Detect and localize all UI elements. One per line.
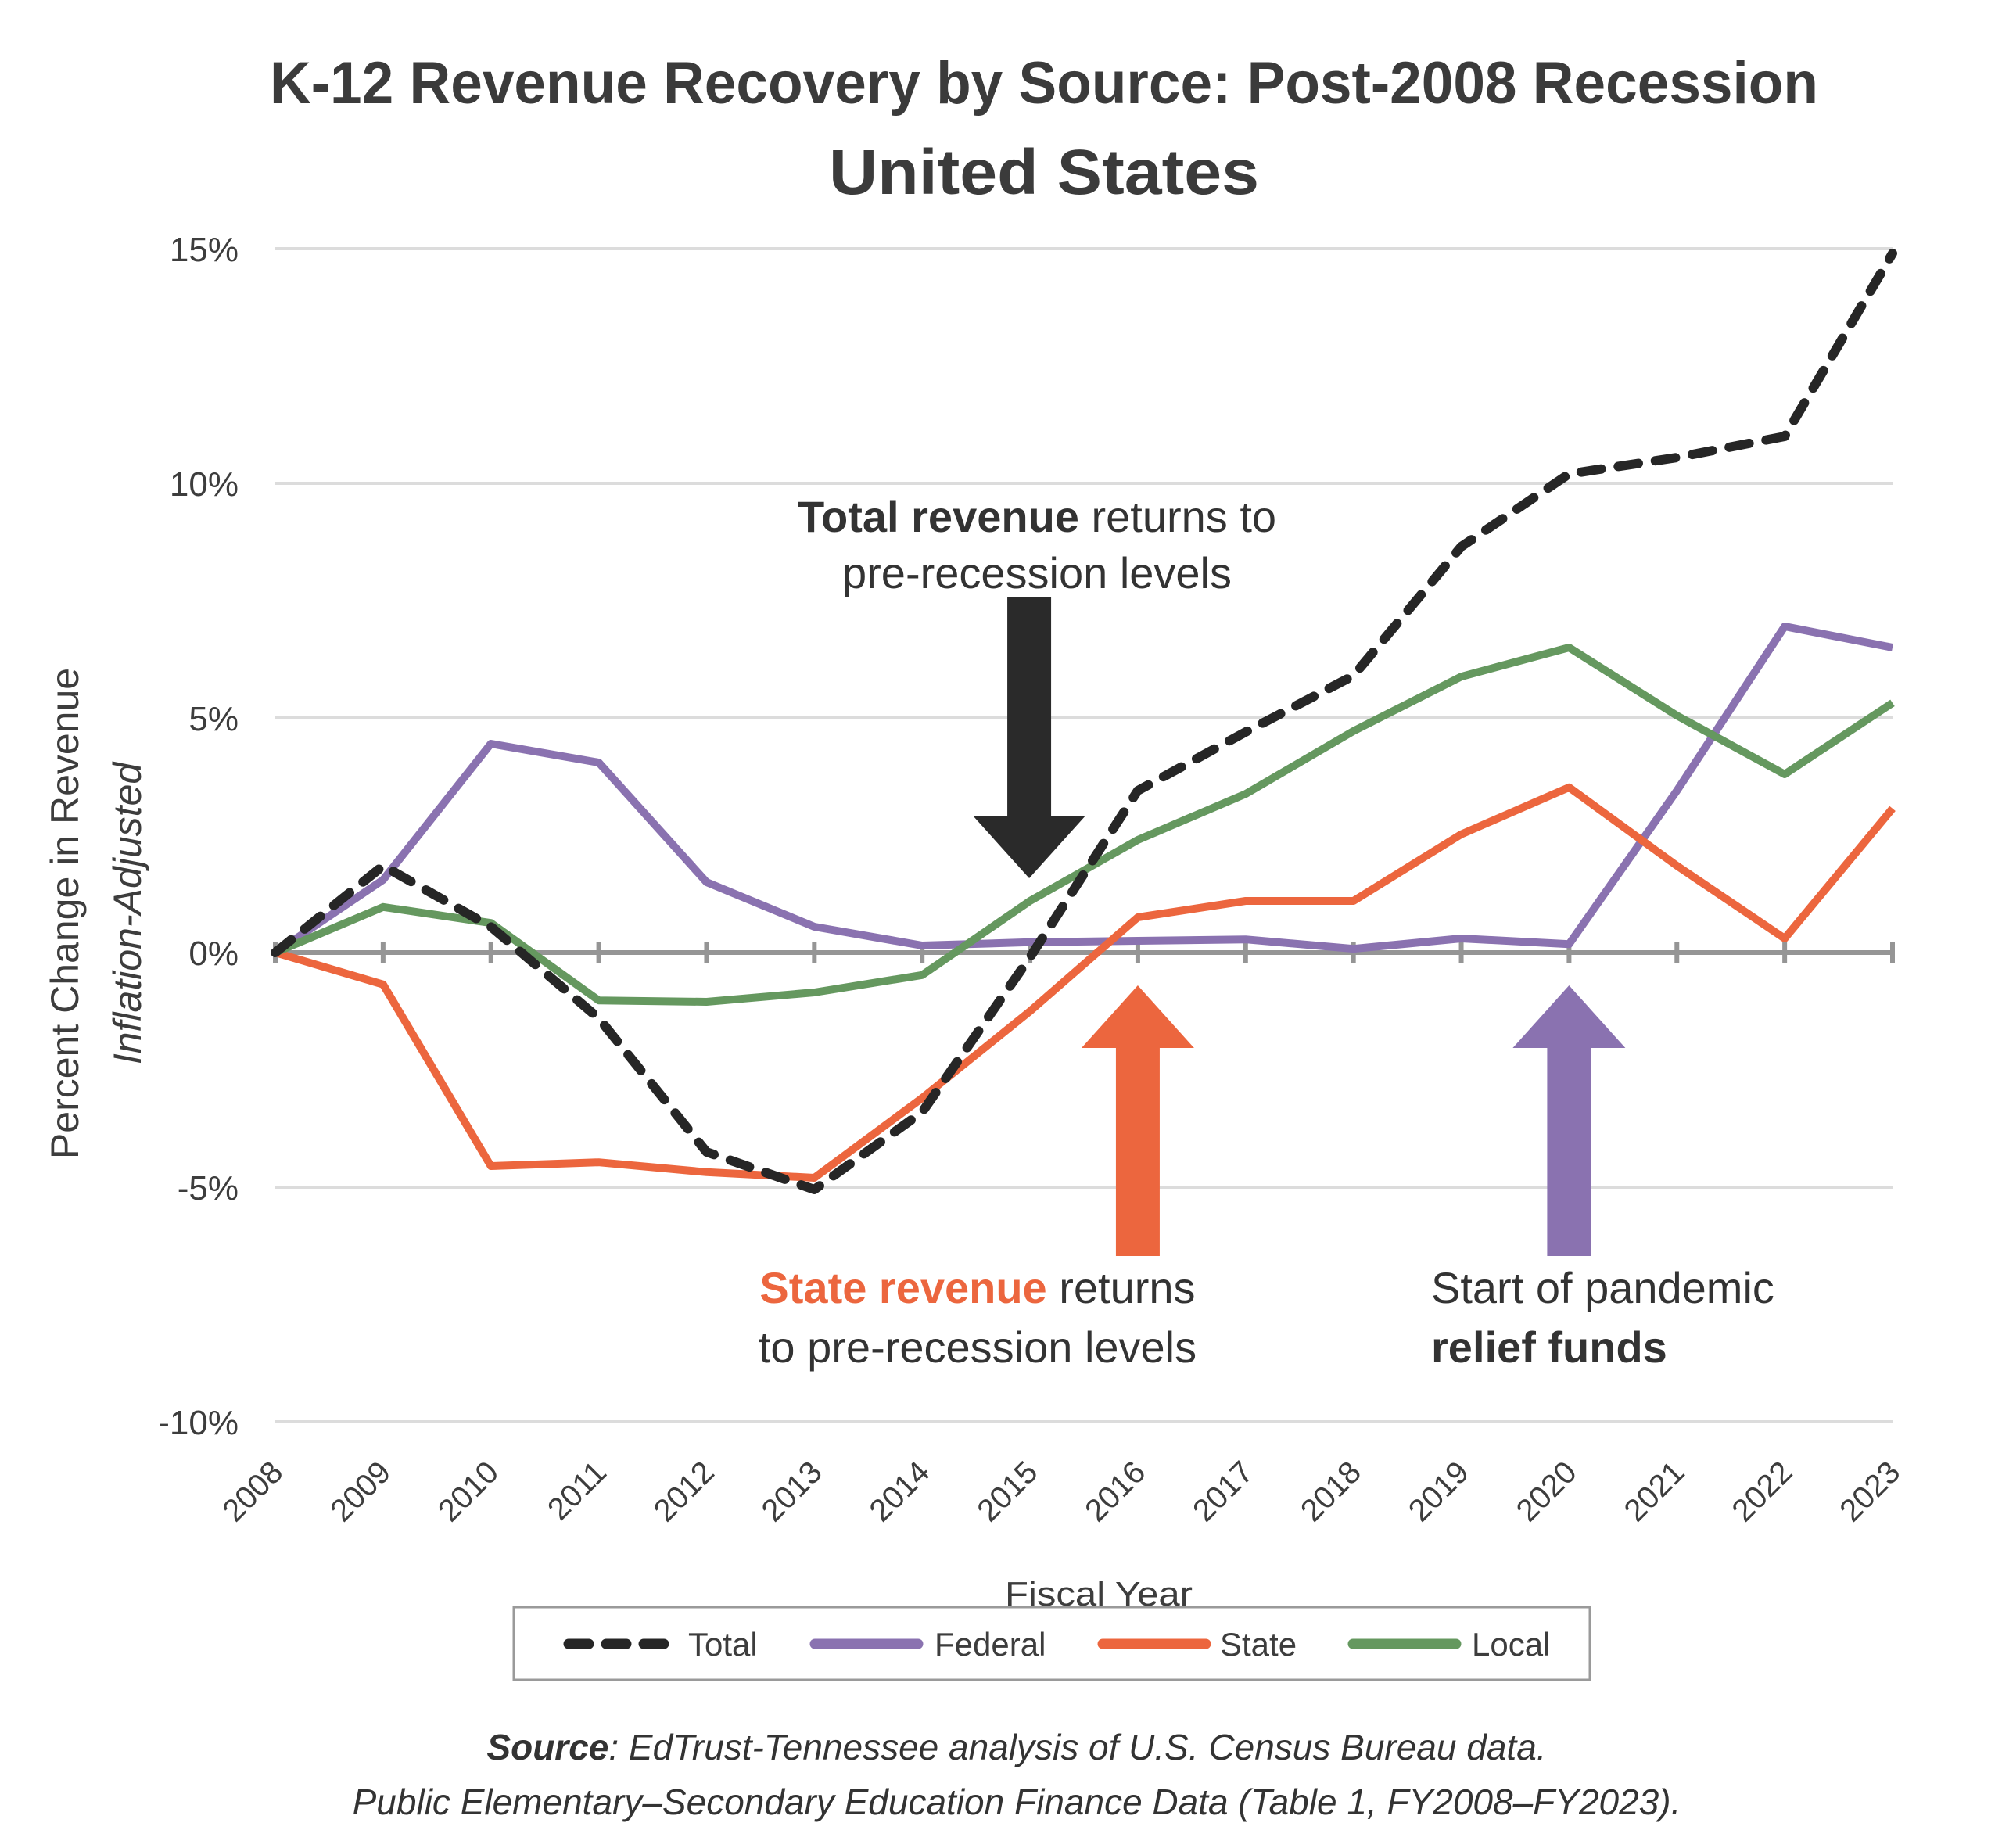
legend-label: Federal [935,1626,1046,1663]
x-tick-label: 2011 [541,1455,613,1527]
annotation-arrow-state [1081,985,1194,1256]
y-tick-label: -10% [158,1404,239,1442]
source-text: : EdTrust-Tennessee analysis of U.S. Cen… [608,1727,1546,1767]
annotation-federal-line1: Start of pandemic [1431,1263,1774,1312]
x-tick-label: 2016 [1078,1455,1152,1528]
annotation-arrow-total [973,597,1086,878]
x-tick-label: 2015 [971,1455,1044,1528]
annotation-state-line2: to pre-recession levels [759,1322,1197,1372]
y-axis-ticks: -10% -5% 0% 5% 10% 15% [158,231,239,1442]
annotation-total-rest: returns to [1079,492,1276,541]
y-tick-label: 0% [188,935,239,973]
x-tick-label: 2018 [1294,1455,1368,1528]
annotation-total-line1: Total revenue returns to [798,492,1276,541]
x-tick-label: 2013 [755,1455,829,1528]
x-axis-ticks: 2008 2009 2010 2011 2012 2013 2014 2015 2016 2017… [216,1455,1907,1528]
x-tick-label: 2022 [1725,1455,1799,1528]
legend: Total Federal State Local [512,1606,1591,1681]
legend-item-state: State [1097,1626,1297,1663]
y-tick-label: 15% [170,231,239,269]
annotation-arrows [973,597,1626,1256]
y-tick-label: -5% [178,1169,239,1207]
y-axis-subtitle: Inflation-Adjusted [106,761,149,1065]
legend-label: State [1220,1626,1297,1663]
gridlines [275,247,1893,1423]
series-line-total [271,249,1897,1194]
series-line-federal [273,623,1893,956]
annotation-total-bold: Total revenue [798,492,1079,541]
annotation-state-line1: State revenue returns [759,1263,1195,1312]
annotation-total-line2: pre-recession levels [842,548,1232,597]
y-axis-title: Percent Change in Revenue [43,668,87,1159]
x-tick-label: 2012 [648,1455,721,1528]
annotation-state-bold: State revenue [759,1263,1046,1312]
series-line-state [274,783,1896,1182]
x-tick-label: 2023 [1833,1455,1907,1528]
y-tick-label: 5% [188,700,239,738]
chart-title: K-12 Revenue Recovery by Source: Post-20… [270,50,1818,117]
y-tick-label: 10% [170,465,239,504]
x-tick-label: 2008 [216,1455,289,1528]
x-tick-label: 2019 [1402,1455,1476,1528]
series-lines [271,249,1897,1194]
legend-item-total: Total [563,1626,758,1663]
legend-label: Local [1472,1626,1550,1663]
legend-item-local: Local [1347,1626,1550,1663]
x-tick-label: 2014 [863,1455,937,1528]
legend-label: Total [688,1626,758,1663]
annotation-state-rest: returns [1047,1263,1196,1312]
source-line1: Source: EdTrust-Tennessee analysis of U.… [486,1727,1546,1767]
legend-item-federal: Federal [809,1626,1046,1663]
x-tick-label: 2021 [1618,1455,1692,1528]
x-tick-label: 2009 [324,1455,397,1528]
annotation-arrow-federal [1512,985,1626,1256]
x-tick-label: 2020 [1510,1455,1584,1528]
source-line2: Public Elementary–Secondary Education Fi… [353,1782,1681,1822]
chart-subtitle: United States [829,137,1259,208]
x-tick-label: 2010 [432,1455,505,1528]
x-tick-label: 2017 [1186,1455,1260,1528]
source-label: Source [486,1727,608,1767]
annotation-federal-line2: relief funds [1431,1322,1667,1372]
